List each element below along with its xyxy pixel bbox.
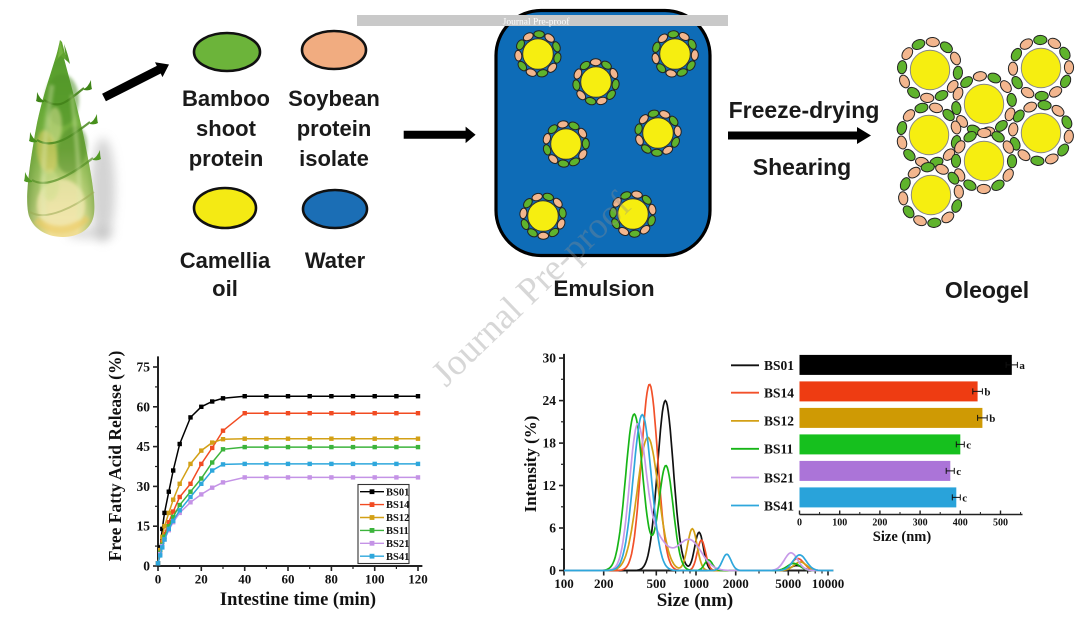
svg-text:Free Fatty Acid Release (%): Free Fatty Acid Release (%): [105, 351, 125, 562]
svg-text:1000: 1000: [683, 576, 709, 591]
svg-text:200: 200: [872, 518, 887, 529]
svg-text:Oleogel: Oleogel: [945, 277, 1029, 303]
svg-text:BS12: BS12: [386, 513, 409, 524]
svg-text:BS21: BS21: [764, 470, 794, 485]
svg-text:Shearing: Shearing: [753, 154, 851, 180]
svg-text:0: 0: [797, 518, 802, 529]
svg-text:120: 120: [408, 572, 428, 587]
svg-text:Intestine time (min): Intestine time (min): [220, 590, 376, 610]
svg-text:500: 500: [993, 518, 1008, 529]
svg-text:2000: 2000: [723, 576, 749, 591]
svg-text:Emulsion: Emulsion: [553, 276, 654, 301]
svg-text:Journal Pre-proof: Journal Pre-proof: [503, 17, 571, 28]
svg-text:30: 30: [137, 479, 151, 494]
svg-text:80: 80: [325, 572, 338, 587]
svg-text:18: 18: [543, 436, 557, 451]
svg-text:BS11: BS11: [386, 526, 409, 537]
svg-text:BS11: BS11: [764, 442, 794, 457]
svg-text:c: c: [956, 466, 961, 478]
svg-text:300: 300: [913, 518, 928, 529]
svg-text:45: 45: [137, 439, 151, 454]
svg-text:0: 0: [549, 563, 556, 578]
svg-text:Water: Water: [305, 248, 366, 273]
svg-text:100: 100: [365, 572, 385, 587]
svg-text:5000: 5000: [775, 576, 801, 591]
svg-text:6: 6: [549, 521, 556, 536]
svg-text:200: 200: [594, 576, 614, 591]
svg-text:BS41: BS41: [764, 498, 794, 513]
svg-text:Intensity (%): Intensity (%): [521, 416, 540, 513]
svg-text:a: a: [1019, 360, 1025, 372]
svg-text:24: 24: [543, 393, 557, 408]
svg-text:c: c: [962, 492, 967, 504]
svg-text:15: 15: [137, 519, 151, 534]
svg-text:Freeze-drying: Freeze-drying: [729, 97, 880, 123]
svg-text:20: 20: [195, 572, 208, 587]
svg-text:BS14: BS14: [386, 500, 410, 511]
svg-text:Size (nm): Size (nm): [657, 590, 734, 611]
svg-text:10000: 10000: [812, 576, 845, 591]
svg-text:BS21: BS21: [386, 539, 409, 550]
svg-text:60: 60: [137, 399, 151, 414]
svg-text:BS14: BS14: [764, 386, 794, 401]
svg-text:BS12: BS12: [764, 414, 794, 429]
svg-text:0: 0: [143, 559, 150, 574]
svg-text:Size (nm): Size (nm): [873, 529, 932, 545]
svg-text:b: b: [989, 413, 995, 425]
svg-text:500: 500: [647, 576, 667, 591]
svg-text:0: 0: [155, 572, 162, 587]
svg-text:12: 12: [543, 478, 557, 493]
svg-text:30: 30: [543, 351, 557, 366]
svg-text:b: b: [984, 386, 990, 398]
svg-text:BS01: BS01: [764, 358, 794, 373]
svg-text:BS41: BS41: [386, 552, 409, 563]
svg-text:75: 75: [137, 360, 151, 375]
svg-text:40: 40: [238, 572, 251, 587]
svg-text:100: 100: [832, 518, 847, 529]
svg-text:c: c: [966, 439, 971, 451]
svg-text:400: 400: [953, 518, 968, 529]
svg-text:100: 100: [554, 576, 574, 591]
svg-text:60: 60: [282, 572, 295, 587]
svg-text:BS01: BS01: [386, 487, 409, 498]
